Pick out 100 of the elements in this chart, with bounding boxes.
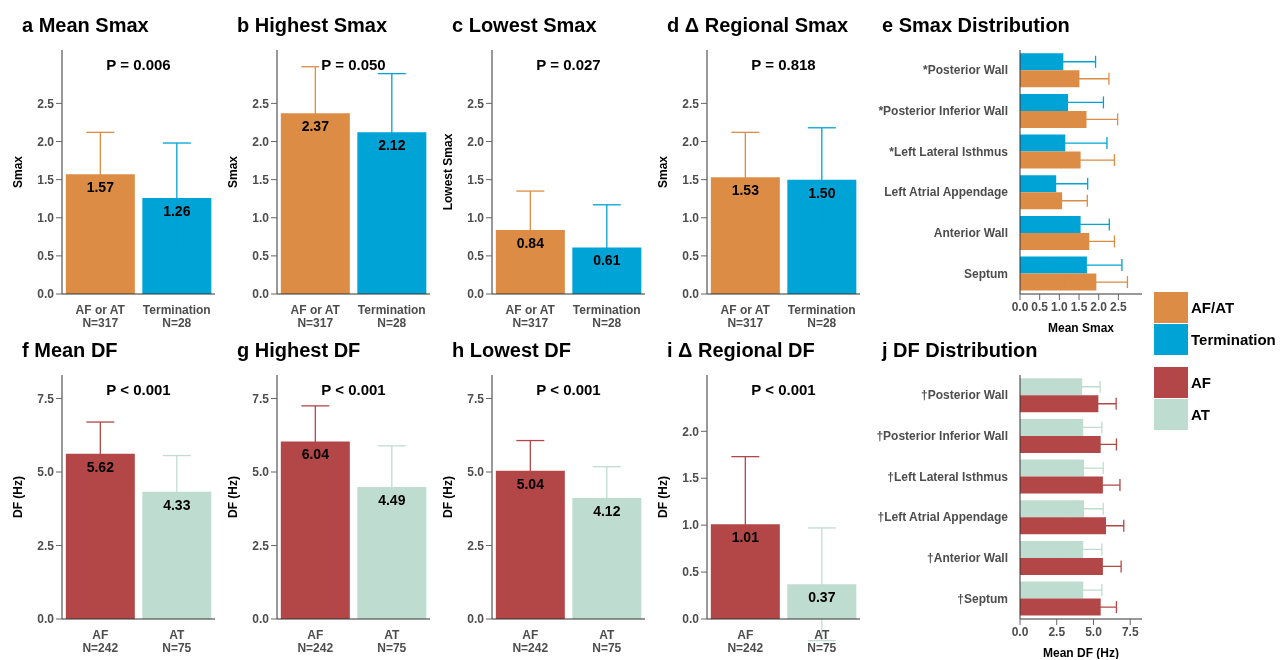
- y-tick-label: †Left Atrial Appendage: [877, 510, 1009, 525]
- x-tick-label: 1.0: [1051, 299, 1069, 314]
- x-tick-label: 1.5: [1070, 299, 1088, 314]
- y-tick-label: 2.5: [252, 538, 270, 553]
- chart-title: j DF Distribution: [882, 339, 1038, 361]
- x-tick-label: AF or AT N=317: [505, 303, 556, 330]
- data-label: 0.37: [808, 589, 836, 606]
- x-tick-label: AF or AT N=317: [290, 303, 341, 330]
- y-tick-label: 7.5: [467, 391, 485, 406]
- y-tick-label: 0.0: [467, 612, 485, 627]
- y-tick-label: 0.0: [467, 287, 485, 302]
- x-tick-label: AF N=242: [82, 628, 119, 655]
- y-tick-label: 2.0: [37, 134, 55, 149]
- y-tick-label: 2.0: [682, 424, 700, 439]
- x-tick-label: AT N=75: [377, 628, 407, 655]
- x-tick-label: 2.0: [1090, 299, 1108, 314]
- y-tick-label: 0.0: [682, 612, 700, 627]
- y-axis-title: Smax: [11, 155, 26, 189]
- x-tick-label: AF N=242: [727, 628, 764, 655]
- y-tick-label: 1.0: [252, 211, 270, 226]
- x-tick-label: AF N=242: [512, 628, 549, 655]
- y-tick-label: 1.0: [682, 211, 700, 226]
- annotation: P < 0.001: [534, 381, 603, 398]
- data-label: 2.12: [378, 137, 406, 154]
- y-tick-label: †Anterior Wall: [927, 551, 1008, 565]
- chart-title: h Lowest DF: [451, 339, 572, 363]
- x-tick-label: AT N=75: [592, 628, 622, 655]
- y-tick-label: 1.5: [37, 172, 55, 187]
- data-label: 0.84: [516, 234, 545, 251]
- y-axis-title: Lowest Smax: [441, 133, 456, 211]
- y-tick-label: 0.0: [252, 287, 270, 302]
- y-tick-label: 5.0: [252, 465, 270, 480]
- y-tick-label: 5.0: [37, 465, 55, 480]
- y-tick-label: *Left Lateral Isthmus: [889, 144, 1009, 159]
- y-tick-label: 0.0: [37, 287, 55, 302]
- y-tick-label: 0.5: [682, 249, 700, 264]
- y-tick-label: Left Atrial Appendage: [884, 185, 1009, 200]
- data-label: 1.26: [163, 202, 191, 219]
- y-axis-title: Smax: [226, 155, 241, 189]
- chart-title: g Highest DF: [236, 339, 362, 363]
- y-tick-label: 0.0: [37, 612, 55, 627]
- y-tick-label: 2.5: [467, 538, 485, 553]
- y-tick-label: †Posterior Inferior Wall: [876, 429, 1008, 443]
- data-label: 0.61: [593, 252, 621, 269]
- y-tick-label: 2.5: [37, 538, 55, 553]
- x-tick-label: Termination N=28: [142, 303, 211, 330]
- x-tick-label: AF N=242: [297, 628, 334, 655]
- x-tick-label: 5.0: [1085, 624, 1103, 639]
- y-tick-label: 2.0: [252, 134, 270, 149]
- legend-label: Termination: [1191, 331, 1276, 348]
- x-tick-label: AT N=75: [807, 628, 837, 655]
- y-tick-label: 7.5: [37, 391, 55, 406]
- chart-title: d Δ Regional Smax: [666, 14, 850, 38]
- y-tick-label: 5.0: [467, 465, 485, 480]
- y-tick-label: 2.5: [37, 96, 55, 111]
- y-axis-title: DF (Hz): [226, 476, 241, 518]
- annotation: P = 0.050: [319, 56, 388, 73]
- data-label: 2.37: [301, 118, 330, 135]
- x-tick-label: 0.0: [1011, 624, 1029, 639]
- chart-title: b Highest Smax: [236, 14, 389, 38]
- chart-title: e Smax Distribution: [881, 14, 1071, 38]
- data-label: 4.12: [593, 502, 621, 519]
- data-label: 1.50: [808, 184, 836, 201]
- y-tick-label: 2.5: [467, 96, 485, 111]
- y-tick-label: 1.5: [682, 471, 700, 486]
- y-tick-label: 2.5: [252, 96, 270, 111]
- y-tick-label: †Posterior Wall: [921, 388, 1008, 403]
- annotation: P = 0.006: [104, 56, 173, 73]
- data-label: 5.04: [516, 475, 545, 492]
- chart-title: i Δ Regional DF: [666, 339, 816, 363]
- y-tick-label: 0.5: [467, 249, 485, 264]
- y-tick-label: 1.0: [467, 211, 485, 226]
- y-tick-label: †Left Lateral Isthmus: [887, 469, 1009, 484]
- x-axis-title: Mean DF (Hz): [1043, 646, 1119, 660]
- y-tick-label: 2.5: [682, 96, 700, 111]
- y-tick-label: 1.5: [467, 172, 485, 187]
- y-tick-label: †Septum: [957, 591, 1008, 606]
- y-tick-label: 1.0: [37, 211, 55, 226]
- x-tick-label: AF or AT N=317: [720, 303, 771, 330]
- legend-label: AF/AT: [1191, 299, 1235, 316]
- x-tick-label: 2.5: [1048, 624, 1066, 639]
- x-tick-label: AT N=75: [162, 628, 192, 655]
- x-tick-label: Termination N=28: [572, 303, 641, 330]
- x-tick-label: Termination N=28: [357, 303, 426, 330]
- x-tick-label: 0.5: [1031, 299, 1049, 314]
- data-label: 1.53: [731, 182, 760, 199]
- y-tick-label: 1.5: [252, 172, 270, 187]
- y-tick-label: 0.5: [37, 249, 55, 264]
- y-axis-title: DF (Hz): [11, 476, 26, 518]
- y-tick-label: 2.0: [682, 134, 700, 149]
- y-tick-label: 1.0: [682, 518, 700, 533]
- data-label: 1.01: [731, 529, 760, 546]
- y-tick-label: 0.0: [252, 612, 270, 627]
- y-tick-label: *Posterior Wall: [923, 63, 1008, 78]
- chart-title: a Mean Smax: [21, 14, 150, 38]
- y-tick-label: 2.0: [467, 134, 485, 149]
- data-label: 6.04: [301, 446, 330, 463]
- x-tick-label: 2.5: [1110, 299, 1128, 314]
- annotation: P < 0.001: [104, 381, 173, 398]
- y-tick-label: Anterior Wall: [933, 226, 1008, 240]
